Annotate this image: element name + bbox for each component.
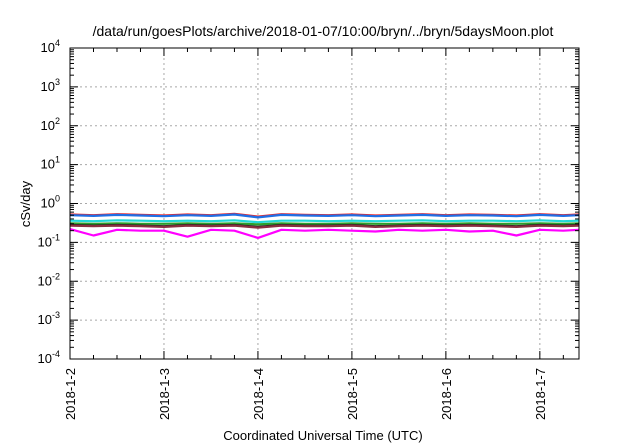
y-axis-label: cSv/day: [18, 180, 33, 227]
x-tick-label: 2018-1-7: [533, 368, 548, 420]
y-tick-label: 103: [41, 77, 60, 94]
y-tick-label: 10-1: [38, 232, 60, 249]
chart-title: /data/run/goesPlots/archive/2018-01-07/1…: [93, 23, 554, 39]
x-tick-label: 2018-1-4: [251, 368, 266, 420]
x-tick-label: 2018-1-3: [157, 368, 172, 420]
series-line: [69, 222, 580, 226]
x-tick-label: 2018-1-2: [63, 368, 78, 420]
series-line: [69, 228, 580, 239]
x-tick-labels: 2018-1-2 2018-1-3 2018-1-4 2018-1-5 2018-1-6…: [63, 368, 548, 420]
y-tick-label: 10-4: [38, 349, 60, 366]
series-line: [69, 213, 580, 219]
y-tick-label: 10-2: [38, 271, 60, 288]
series-line: [69, 224, 580, 229]
x-tick-label: 2018-1-5: [345, 368, 360, 420]
y-tick-label: 101: [41, 155, 60, 172]
y-tick-label: 104: [41, 38, 60, 55]
y-tick-labels: 10-4 10-3 10-2 10-1 100 101 102 103 104: [38, 38, 60, 366]
grid: [70, 48, 579, 359]
y-tick-label: 102: [41, 116, 60, 133]
series-group: [69, 212, 580, 239]
y-tick-label: 10-3: [38, 310, 60, 327]
x-tick-label: 2018-1-6: [439, 368, 454, 420]
x-axis-label: Coordinated Universal Time (UTC): [223, 428, 422, 443]
series-line: [69, 219, 580, 224]
axis-ticks: [69, 47, 579, 360]
y-tick-label: 100: [41, 194, 60, 211]
